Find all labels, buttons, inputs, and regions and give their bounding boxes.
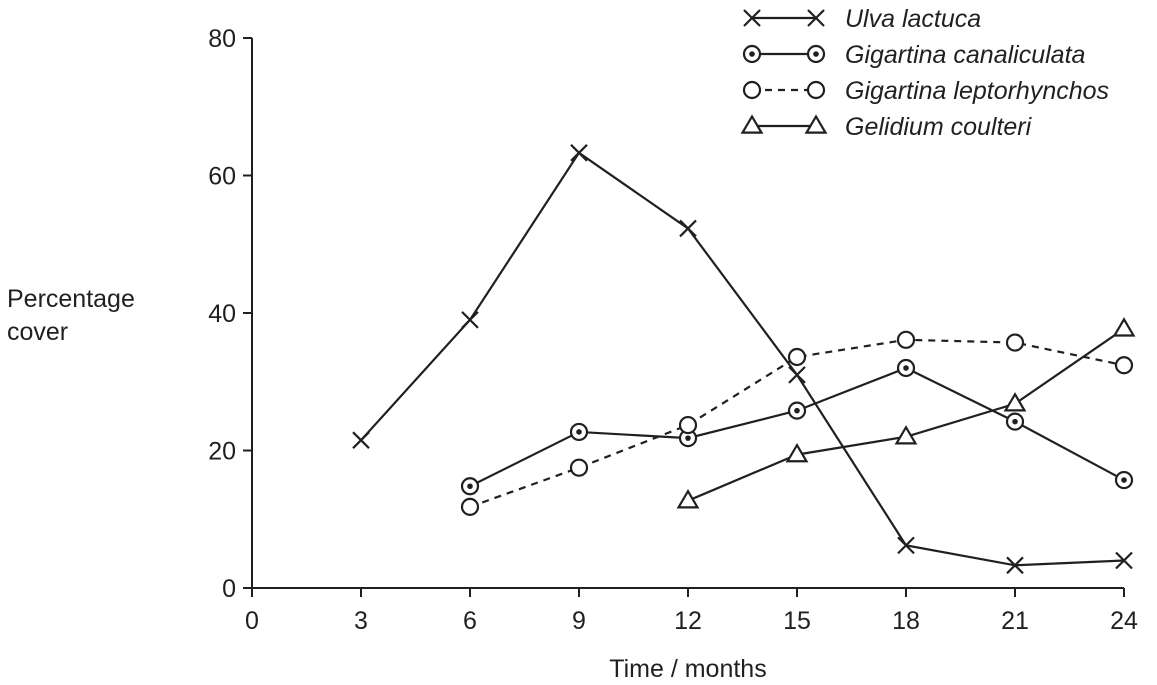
- data-point-gigartina-leptorhynchos: [787, 347, 807, 367]
- y-tick-label: 80: [208, 25, 236, 53]
- x-tick-label: 12: [674, 607, 702, 635]
- legend-marker: [806, 80, 826, 100]
- data-point-ulva-lactuca: [897, 536, 915, 555]
- x-tick-label: 15: [783, 607, 811, 635]
- legend-marker: [807, 9, 825, 27]
- x-tick-label: 0: [245, 607, 259, 635]
- legend-label: Gigartina canaliculata: [845, 41, 1086, 69]
- x-tick-label: 6: [463, 607, 477, 635]
- legend-label: Gelidium coulteri: [845, 113, 1033, 141]
- data-point-ulva-lactuca: [461, 311, 479, 329]
- legend-label: Ulva lactuca: [845, 5, 981, 33]
- data-point-gelidium-coulteri: [785, 442, 809, 463]
- data-point-gigartina-canaliculata: [1114, 470, 1134, 490]
- series-gigartina-leptorhynchos: [460, 330, 1134, 516]
- y-tick-label: 40: [208, 300, 236, 328]
- x-axis-title: Time / months: [609, 655, 766, 683]
- series-gelidium-coulteri: [676, 317, 1136, 509]
- data-point-gigartina-canaliculata: [896, 358, 916, 378]
- data-point-gigartina-leptorhynchos: [896, 330, 916, 349]
- data-point-gigartina-canaliculata: [787, 401, 807, 420]
- data-point-ulva-lactuca: [352, 431, 370, 449]
- legend-marker: [742, 80, 762, 100]
- axes: 0 20 40 60 80 0 3 6 9 12 15 18 21 24: [208, 25, 1138, 635]
- data-point-gigartina-canaliculata: [1005, 412, 1025, 431]
- data-point-ulva-lactuca: [570, 144, 588, 162]
- y-tick-label: 0: [222, 575, 236, 603]
- x-tick-label: 9: [572, 607, 586, 635]
- legend-marker: [806, 44, 826, 64]
- legend-item-ulva-lactuca: Ulva lactuca: [743, 5, 981, 33]
- legend-marker: [804, 114, 828, 134]
- legend-marker: [740, 114, 764, 134]
- x-tick-label: 21: [1001, 607, 1029, 635]
- legend-label: Gigartina leptorhynchos: [845, 77, 1109, 105]
- y-tick-label: 60: [208, 163, 236, 191]
- data-point-ulva-lactuca: [679, 219, 697, 238]
- data-point-gigartina-canaliculata: [569, 422, 589, 442]
- legend-marker: [742, 44, 762, 64]
- series-layer: [352, 144, 1136, 575]
- series-ulva-lactuca: [352, 144, 1133, 575]
- data-point-ulva-lactuca: [788, 366, 806, 384]
- legend-item-gelidium-coulteri: Gelidium coulteri: [740, 113, 1033, 141]
- series-line-ulva-lactuca: [360, 151, 1125, 567]
- data-point-gigartina-leptorhynchos: [460, 497, 480, 516]
- series-line-gigartina-canaliculata: [469, 366, 1125, 488]
- data-point-gigartina-leptorhynchos: [678, 415, 698, 435]
- data-point-gigartina-canaliculata: [460, 477, 480, 496]
- data-point-gelidium-coulteri: [894, 425, 918, 445]
- data-point-gelidium-coulteri: [1003, 392, 1027, 412]
- legend: Ulva lactuca Gigartina canaliculata Gigart…: [740, 5, 1109, 141]
- data-point-gelidium-coulteri: [1112, 317, 1136, 337]
- y-axis-title-line-1: Percentage: [7, 285, 135, 313]
- series-line-gelidium-coulteri: [687, 327, 1125, 502]
- data-point-ulva-lactuca: [1006, 556, 1024, 575]
- data-point-gigartina-leptorhynchos: [1005, 333, 1025, 352]
- x-tick-label: 18: [892, 607, 920, 635]
- y-tick-label: 20: [208, 438, 236, 466]
- data-point-gelidium-coulteri: [676, 489, 700, 509]
- y-axis-title-line-2: cover: [7, 318, 68, 346]
- data-point-gigartina-leptorhynchos: [569, 458, 589, 477]
- data-point-gigartina-leptorhynchos: [1114, 356, 1134, 375]
- legend-item-gigartina-leptorhynchos: Gigartina leptorhynchos: [742, 77, 1109, 105]
- x-tick-label: 3: [354, 607, 368, 635]
- legend-marker: [743, 9, 761, 27]
- data-point-ulva-lactuca: [1115, 551, 1133, 570]
- legend-item-gigartina-canaliculata: Gigartina canaliculata: [742, 41, 1086, 69]
- x-tick-label: 24: [1110, 607, 1138, 635]
- series-gigartina-canaliculata: [460, 358, 1134, 496]
